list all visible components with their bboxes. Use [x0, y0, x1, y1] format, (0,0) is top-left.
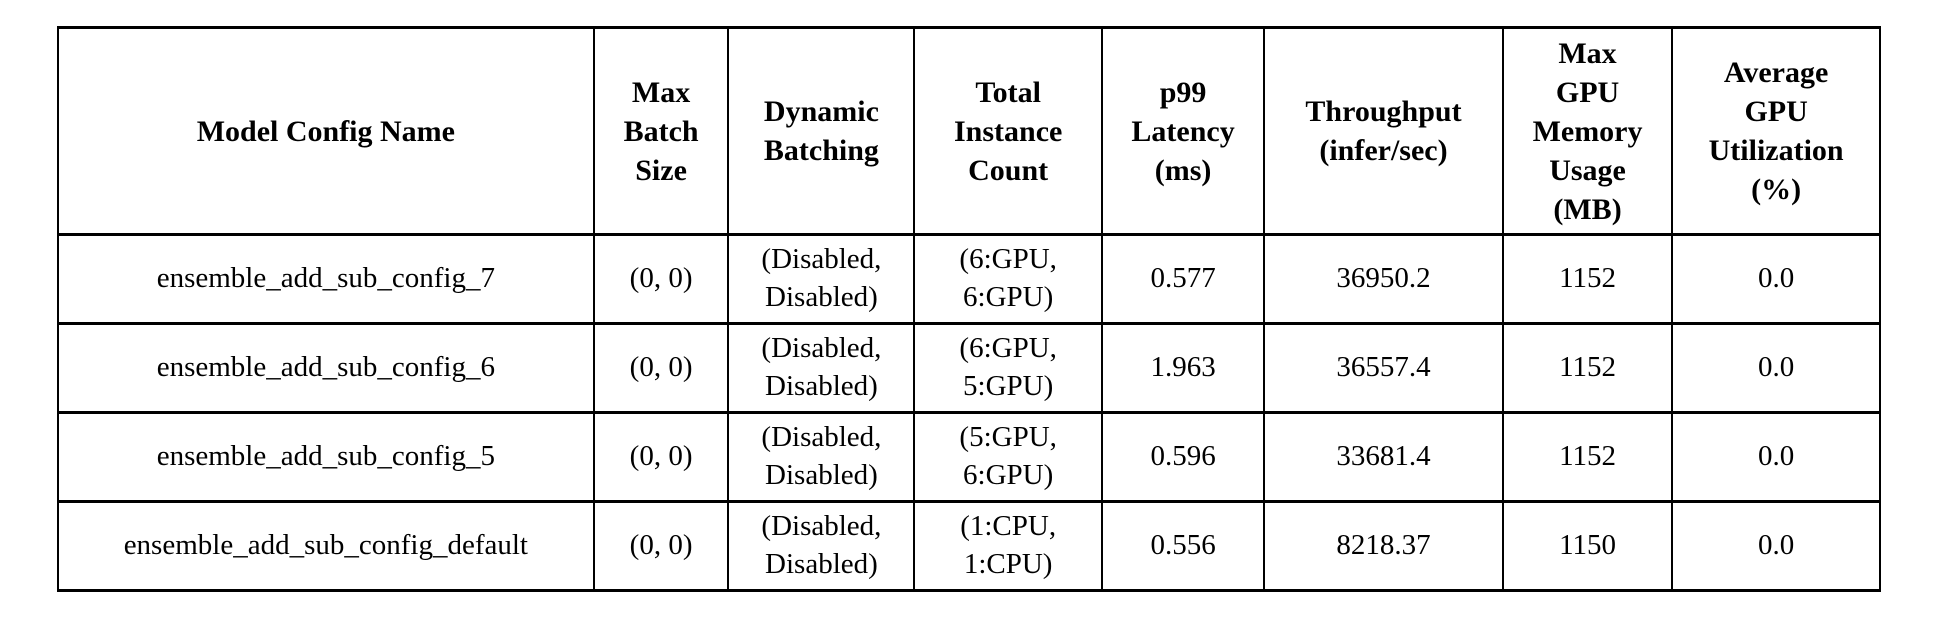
table-cell-p99-latency: 1.963 [1100, 322, 1266, 414]
table-cell-dynamic-batching: (Disabled, Disabled) [727, 233, 916, 325]
table-cell-max-batch-size: (0, 0) [592, 500, 730, 592]
table-cell-model-config-name: ensemble_add_sub_config_7 [57, 233, 595, 325]
table-cell-average-gpu-utilization: 0.0 [1671, 233, 1881, 325]
column-header-total-instance-count: Total Instance Count [913, 26, 1103, 236]
table-cell-model-config-name: ensemble_add_sub_config_6 [57, 322, 595, 414]
table-cell-average-gpu-utilization: 0.0 [1671, 322, 1881, 414]
table-cell-max-gpu-memory-usage: 1152 [1501, 411, 1674, 503]
table-cell-max-batch-size: (0, 0) [592, 411, 730, 503]
column-header-throughput: Throughput (infer/sec) [1263, 26, 1504, 236]
column-header-max-batch-size: Max Batch Size [592, 26, 730, 236]
table-cell-max-batch-size: (0, 0) [592, 322, 730, 414]
column-header-average-gpu-utilization: Average GPU Utilization (%) [1671, 26, 1881, 236]
table-cell-throughput: 8218.37 [1263, 500, 1504, 592]
table-cell-dynamic-batching: (Disabled, Disabled) [727, 500, 916, 592]
table-cell-average-gpu-utilization: 0.0 [1671, 411, 1881, 503]
table-cell-p99-latency: 0.596 [1100, 411, 1266, 503]
table-cell-model-config-name: ensemble_add_sub_config_5 [57, 411, 595, 503]
table-row: ensemble_add_sub_config_5 (0, 0) (Disabl… [57, 411, 1881, 503]
table-cell-dynamic-batching: (Disabled, Disabled) [727, 411, 916, 503]
table-cell-p99-latency: 0.556 [1100, 500, 1266, 592]
column-header-model-config-name: Model Config Name [57, 26, 595, 236]
table-cell-average-gpu-utilization: 0.0 [1671, 500, 1881, 592]
table-cell-model-config-name: ensemble_add_sub_config_default [57, 500, 595, 592]
column-header-max-gpu-memory-usage: Max GPU Memory Usage (MB) [1501, 26, 1674, 236]
results-table: Model Config Name Max Batch Size Dynamic… [57, 26, 1881, 592]
table-cell-throughput: 36557.4 [1263, 322, 1504, 414]
table-cell-total-instance-count: (1:CPU, 1:CPU) [913, 500, 1103, 592]
table-cell-total-instance-count: (5:GPU, 6:GPU) [913, 411, 1103, 503]
table-cell-total-instance-count: (6:GPU, 6:GPU) [913, 233, 1103, 325]
table-cell-max-gpu-memory-usage: 1152 [1501, 322, 1674, 414]
table-cell-max-gpu-memory-usage: 1152 [1501, 233, 1674, 325]
table-cell-total-instance-count: (6:GPU, 5:GPU) [913, 322, 1103, 414]
table-cell-max-gpu-memory-usage: 1150 [1501, 500, 1674, 592]
table-cell-max-batch-size: (0, 0) [592, 233, 730, 325]
table-cell-p99-latency: 0.577 [1100, 233, 1266, 325]
table-cell-throughput: 33681.4 [1263, 411, 1504, 503]
column-header-dynamic-batching: Dynamic Batching [727, 26, 916, 236]
header-row: Model Config Name Max Batch Size Dynamic… [57, 26, 1881, 236]
table-row: ensemble_add_sub_config_6 (0, 0) (Disabl… [57, 322, 1881, 414]
table-row: ensemble_add_sub_config_7 (0, 0) (Disabl… [57, 233, 1881, 325]
table-cell-dynamic-batching: (Disabled, Disabled) [727, 322, 916, 414]
table-cell-throughput: 36950.2 [1263, 233, 1504, 325]
results-table-container: Model Config Name Max Batch Size Dynamic… [57, 26, 1881, 592]
table-row: ensemble_add_sub_config_default (0, 0) (… [57, 500, 1881, 592]
column-header-p99-latency: p99 Latency (ms) [1100, 26, 1266, 236]
